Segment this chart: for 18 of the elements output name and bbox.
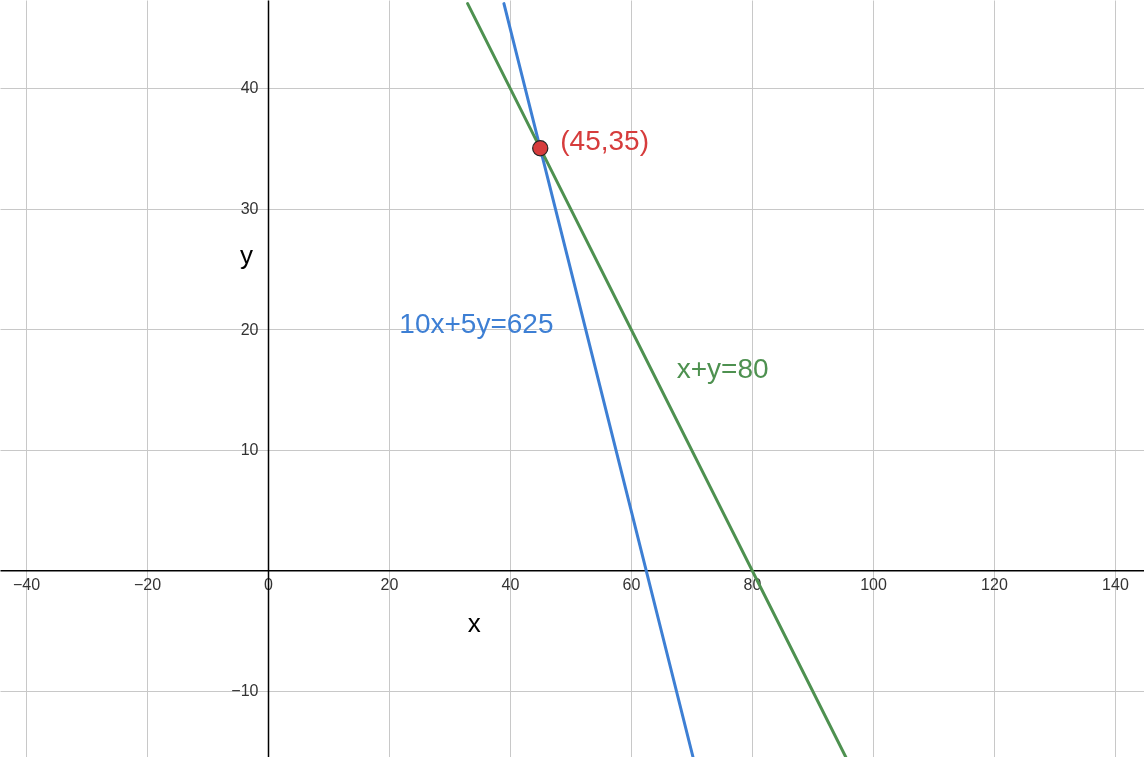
y-tick-label: 10 — [240, 441, 259, 459]
x-tick-label: 100 — [860, 575, 887, 593]
series-label: 10x+5y=625 — [399, 308, 554, 340]
annotation: (45,35) — [560, 125, 649, 157]
x-tick-label: 60 — [622, 575, 641, 593]
y-tick-label: −10 — [231, 682, 259, 700]
x-tick-label: 20 — [380, 575, 399, 593]
x-tick-label: 140 — [1102, 575, 1129, 593]
y-tick-label: 30 — [240, 200, 259, 218]
y-tick-label: 40 — [240, 79, 259, 97]
y-tick-label: 20 — [240, 320, 259, 338]
y-axis-title: y — [240, 240, 253, 271]
x-tick-label: −20 — [133, 575, 162, 593]
x-tick-label: 40 — [501, 575, 520, 593]
series-label: x+y=80 — [676, 353, 769, 385]
x-tick-label: 120 — [981, 575, 1008, 593]
x-axis-title: x — [467, 607, 481, 638]
x-tick-label: −40 — [12, 575, 41, 593]
